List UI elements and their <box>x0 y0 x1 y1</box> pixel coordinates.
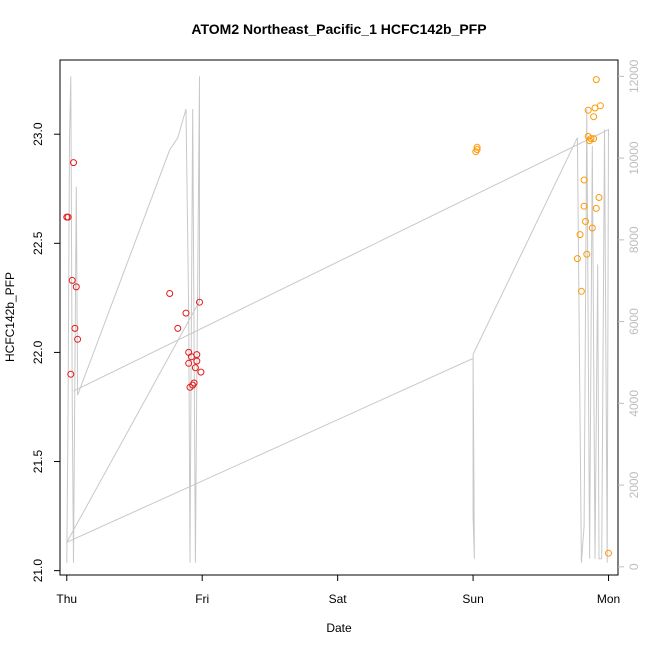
x-axis-label: Date <box>326 621 352 635</box>
chart-title: ATOM2 Northeast_Pacific_1 HCFC142b_PFP <box>191 21 486 37</box>
x-tick-label: Sat <box>329 592 348 606</box>
x-tick-label: Thu <box>56 592 77 606</box>
data-point <box>582 218 589 225</box>
altitude-line <box>65 76 610 563</box>
y-tick-label: 22.5 <box>31 231 45 255</box>
data-point <box>577 287 585 295</box>
data-point <box>190 379 198 387</box>
y-tick-label: 22.0 <box>31 340 45 364</box>
altitude-line-layer <box>65 76 610 563</box>
x-tick-label: Mon <box>597 592 620 606</box>
y2-tick-label: 10000 <box>627 141 641 175</box>
data-point <box>473 143 481 151</box>
data-point <box>605 549 612 557</box>
data-point <box>473 146 481 153</box>
y2-tick-label: 12000 <box>627 59 641 93</box>
data-point <box>573 255 581 263</box>
data-point <box>71 324 79 332</box>
points-layer <box>63 76 612 557</box>
data-point <box>72 283 80 291</box>
data-point <box>580 176 588 184</box>
data-point <box>584 106 592 114</box>
y2-tick-label: 2000 <box>627 471 641 498</box>
data-point <box>193 351 201 359</box>
data-point <box>590 135 598 143</box>
data-point <box>68 276 76 284</box>
data-point <box>590 113 598 121</box>
data-point <box>64 213 72 221</box>
y-axis: 21.0 21.5 22.0 22.5 23.0 <box>31 122 60 582</box>
y2-axis: 0 2000 4000 6000 8000 10000 12000 <box>618 59 641 570</box>
data-point <box>74 335 82 343</box>
data-point <box>182 309 190 317</box>
data-point <box>592 76 600 84</box>
data-point <box>592 204 600 212</box>
y-axis-label: HCFC142b_PFP <box>3 272 17 362</box>
data-point <box>67 370 75 378</box>
data-point <box>596 102 604 110</box>
data-point <box>191 364 199 372</box>
data-point <box>576 231 584 239</box>
y2-tick-label: 0 <box>627 563 641 570</box>
data-point <box>583 250 591 258</box>
data-point <box>580 202 588 210</box>
y2-tick-label: 4000 <box>627 390 641 417</box>
data-point <box>196 298 203 306</box>
data-point <box>588 224 596 232</box>
y-tick-label: 21.0 <box>31 559 45 583</box>
data-point <box>197 368 205 376</box>
y2-tick-label: 6000 <box>627 308 641 335</box>
data-point <box>595 194 603 201</box>
plot-frame <box>59 59 619 576</box>
x-tick-label: Sun <box>462 592 483 606</box>
x-axis: Thu Fri Sat Sun Mon <box>56 574 620 606</box>
data-point <box>174 324 182 332</box>
x-tick-label: Fri <box>195 592 209 606</box>
data-point <box>166 290 174 297</box>
y2-tick-label: 8000 <box>627 226 641 253</box>
y-tick-label: 21.5 <box>31 450 45 474</box>
y-tick-label: 23.0 <box>31 122 45 146</box>
data-point <box>185 359 193 367</box>
data-point <box>587 135 595 143</box>
data-point <box>70 159 77 167</box>
